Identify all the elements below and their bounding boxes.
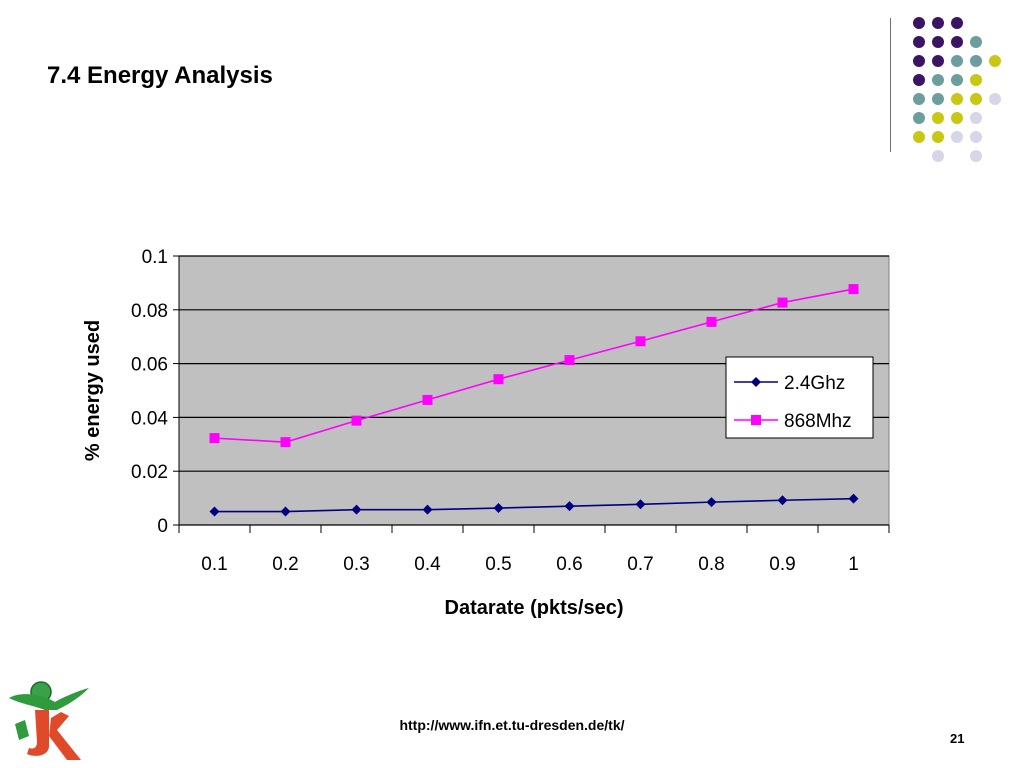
decorative-dot xyxy=(913,131,925,143)
data-point xyxy=(564,355,575,366)
decorative-dot xyxy=(970,93,982,105)
decorative-dot xyxy=(970,112,982,124)
data-point xyxy=(493,503,504,514)
decorative-dot xyxy=(913,36,925,48)
data-point xyxy=(351,415,362,426)
decorative-dot xyxy=(970,36,982,48)
y-tick-label: 0 xyxy=(157,516,168,537)
decorative-dot xyxy=(932,55,944,67)
data-point xyxy=(351,504,362,515)
x-tick-label: 0.7 xyxy=(627,554,653,575)
data-point xyxy=(777,297,788,308)
decorative-dot xyxy=(951,74,963,86)
y-tick-label: 0.02 xyxy=(131,462,168,483)
y-tick-label: 0.1 xyxy=(142,247,168,268)
tk-logo xyxy=(9,681,89,760)
decorative-dot xyxy=(970,55,982,67)
decorative-dot xyxy=(932,112,944,124)
decorative-dot xyxy=(989,55,1001,67)
data-point xyxy=(209,433,220,444)
data-point xyxy=(422,504,433,515)
data-point xyxy=(493,374,504,385)
x-tick-label: 0.9 xyxy=(769,554,795,575)
decorative-dot xyxy=(951,131,963,143)
decorative-dot xyxy=(932,74,944,86)
series-line-1 xyxy=(214,288,854,443)
data-point xyxy=(777,495,788,506)
decorative-dot xyxy=(951,17,963,29)
decorative-dot xyxy=(913,17,925,29)
legend-marker xyxy=(751,377,761,387)
data-point xyxy=(280,437,291,448)
decorative-dot xyxy=(932,150,944,162)
x-tick-label: 0.3 xyxy=(343,554,369,575)
data-point xyxy=(209,506,220,517)
x-tick-label: 0.6 xyxy=(556,554,582,575)
data-point xyxy=(422,394,433,405)
x-tick-label: 0.8 xyxy=(698,554,724,575)
data-point xyxy=(280,506,291,517)
decorative-divider xyxy=(890,18,891,152)
decorative-dot xyxy=(951,93,963,105)
decorative-dot xyxy=(970,150,982,162)
decorative-dot xyxy=(989,93,1001,105)
legend-label: 868Mhz xyxy=(784,411,852,432)
y-axis-label: % energy used xyxy=(82,320,104,461)
x-tick-label: 0.4 xyxy=(414,554,441,575)
line-chart: 0 0.02 0.04 0.06 0.08 0.1 0.1 0.2 0.3 0.4 0.5 0.6 0.… xyxy=(82,247,890,619)
data-point xyxy=(706,497,717,508)
y-tick-label: 0.04 xyxy=(131,408,168,429)
decorative-dot xyxy=(932,93,944,105)
footer-url: http://www.ifn.et.tu-dresden.de/tk/ xyxy=(399,717,625,733)
page-number: 21 xyxy=(950,731,965,746)
decorative-dot xyxy=(913,112,925,124)
x-tick-label: 0.1 xyxy=(201,554,227,575)
legend-marker xyxy=(751,415,761,425)
slide-title: 7.4 Energy Analysis xyxy=(47,62,273,89)
decorative-dot xyxy=(951,36,963,48)
data-point xyxy=(635,336,646,347)
data-point xyxy=(706,316,717,327)
decorative-dot xyxy=(932,17,944,29)
series-line-0 xyxy=(214,497,854,513)
data-point xyxy=(848,493,859,504)
decorative-dot xyxy=(913,55,925,67)
y-tick-label: 0.08 xyxy=(131,301,168,322)
data-point xyxy=(564,501,575,512)
data-point xyxy=(635,499,646,510)
data-point xyxy=(848,284,859,295)
x-tick-label: 0.5 xyxy=(485,554,511,575)
decorative-dot xyxy=(913,74,925,86)
decorative-dot xyxy=(932,131,944,143)
decorative-dot xyxy=(970,131,982,143)
decorative-dot xyxy=(951,55,963,67)
y-tick-label: 0.06 xyxy=(131,355,168,376)
decorative-dot-grid xyxy=(913,17,1001,162)
decorative-dot xyxy=(951,112,963,124)
x-tick-label: 1 xyxy=(848,554,859,575)
decorative-dot xyxy=(932,36,944,48)
x-axis-label: Datarate (pkts/sec) xyxy=(445,597,624,619)
legend xyxy=(725,356,874,439)
decorative-dot xyxy=(913,93,925,105)
legend-label: 2.4Ghz xyxy=(784,373,845,394)
decorative-dot xyxy=(970,74,982,86)
x-tick-label: 0.2 xyxy=(272,554,298,575)
